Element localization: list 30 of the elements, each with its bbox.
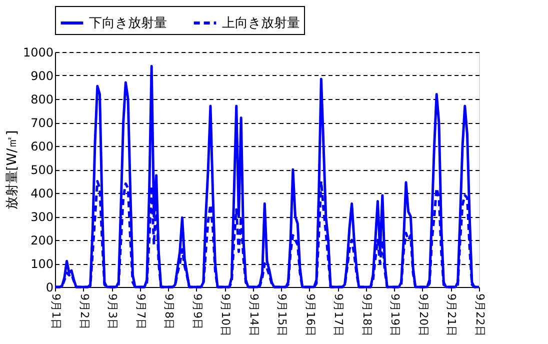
x-tick-label: 9月21日 xyxy=(445,294,458,336)
y-tick-label: 700 xyxy=(30,116,54,130)
x-tick-label: 9月10日 xyxy=(219,294,232,336)
y-axis-title: 放射量[W/㎡] xyxy=(4,130,20,210)
x-tick-label: 9月14日 xyxy=(247,294,260,336)
x-tick-label: 9月22日 xyxy=(474,294,486,336)
x-tick-label: 9月20日 xyxy=(416,294,430,336)
x-tick-label: 9月8日 xyxy=(162,294,176,330)
y-tick-label: 400 xyxy=(30,186,54,200)
x-tick-label: 9月16日 xyxy=(304,294,317,336)
y-tick-label: 0 xyxy=(46,280,54,294)
x-tick-label: 9月3日 xyxy=(106,294,120,330)
y-tick-label: 1000 xyxy=(22,46,54,60)
y-tick-label: 300 xyxy=(30,210,54,224)
y-tick-label: 500 xyxy=(30,163,54,177)
legend-label: 上向き放射量 xyxy=(222,16,300,31)
legend-label: 下向き放射量 xyxy=(89,16,167,31)
x-tick-label: 9月9日 xyxy=(190,294,204,330)
y-tick-label: 900 xyxy=(30,69,54,83)
x-tick-label: 9月15日 xyxy=(276,294,289,336)
x-tick-label: 9月18日 xyxy=(360,294,374,336)
x-tick-label: 9月7日 xyxy=(134,294,148,330)
y-tick-label: 600 xyxy=(30,140,54,154)
x-tick-label: 9月1日 xyxy=(50,294,62,330)
y-tick-label: 100 xyxy=(30,257,54,271)
x-tick-label: 9月2日 xyxy=(78,294,91,330)
x-tick-label: 9月19日 xyxy=(388,294,402,336)
x-tick-label: 9月17日 xyxy=(332,294,346,336)
y-tick-label: 800 xyxy=(30,92,54,106)
y-tick-label: 200 xyxy=(30,234,54,248)
